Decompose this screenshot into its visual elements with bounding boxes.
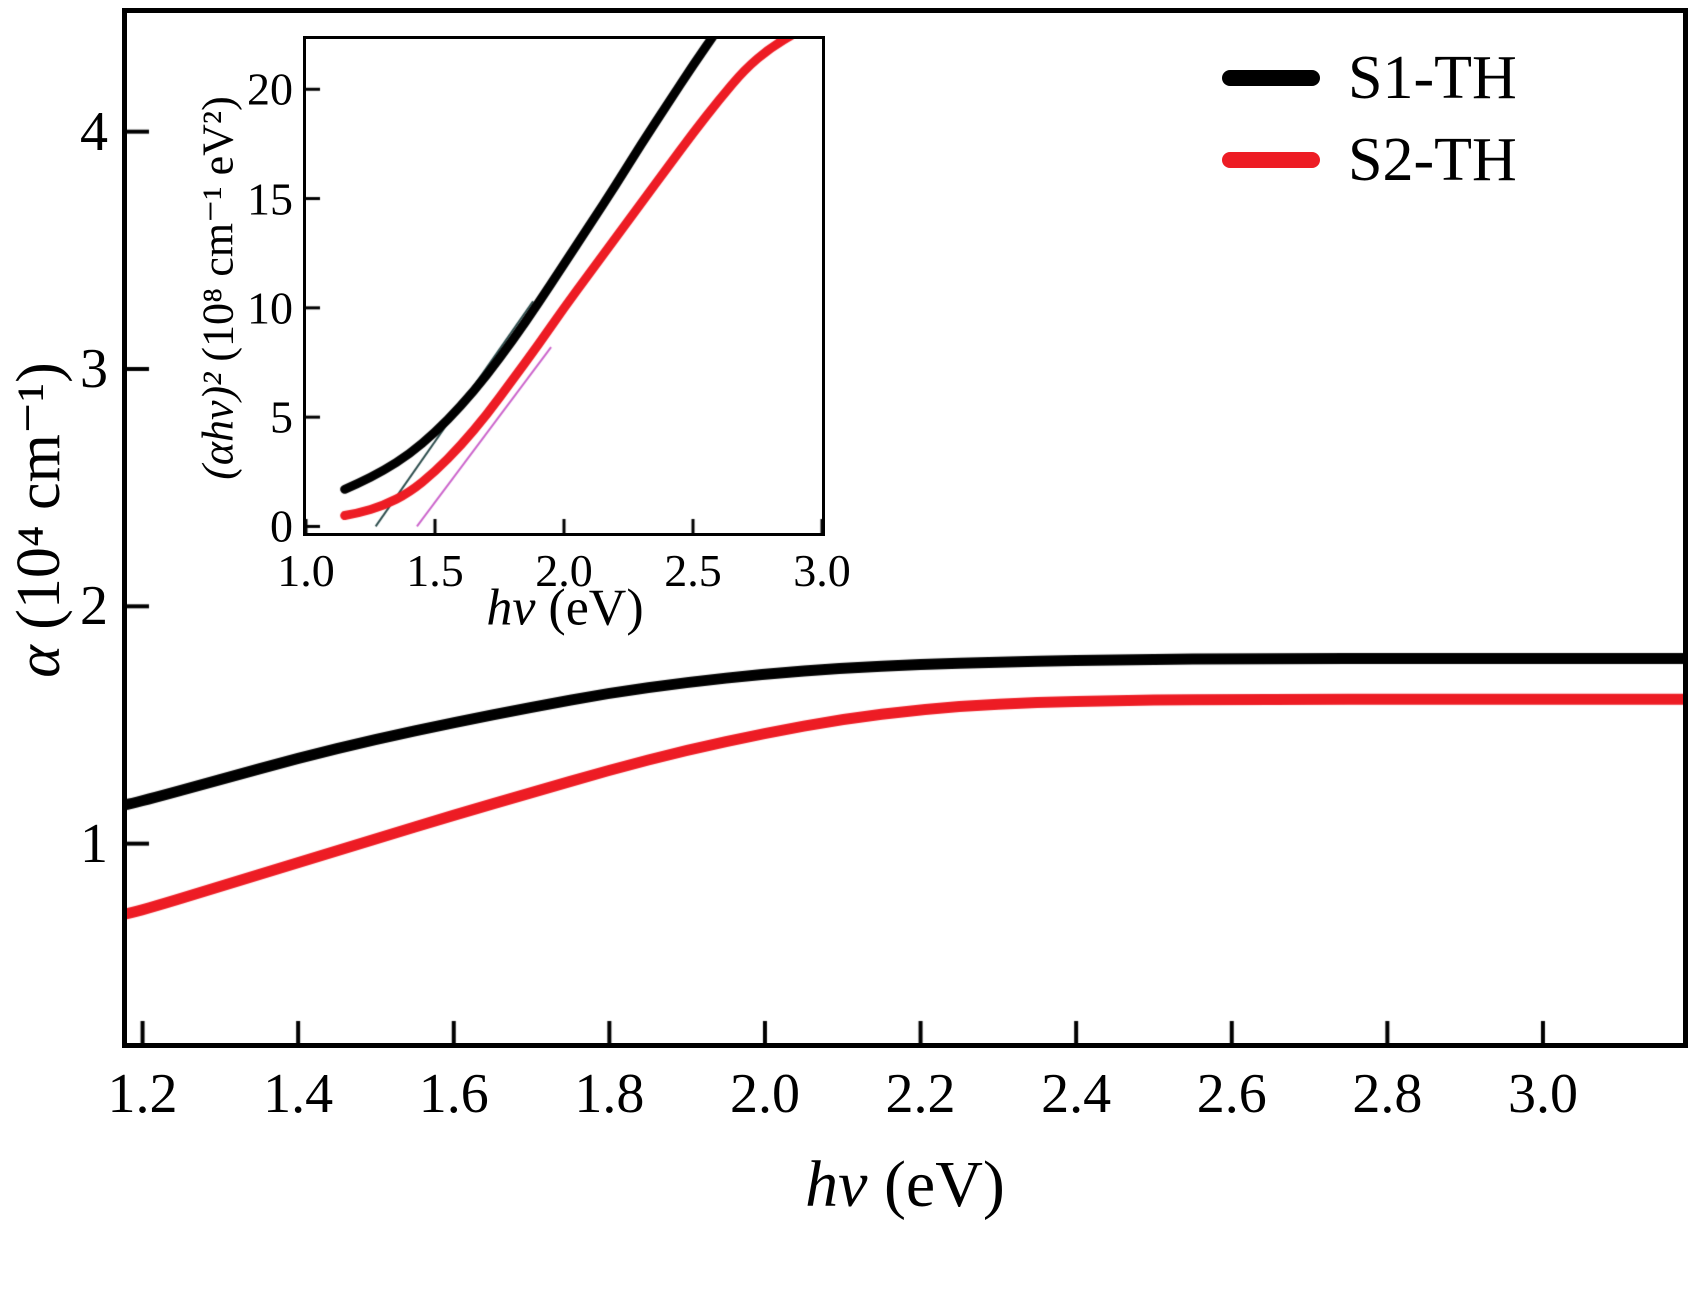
x-tick-label: 2.2: [885, 1063, 956, 1125]
x-tick-label: 2.5: [664, 545, 722, 596]
legend-label: S1-TH: [1348, 44, 1517, 112]
alpha-symbol: α: [5, 645, 73, 678]
x-tick-label: 2.8: [1352, 1063, 1423, 1125]
y-tick-label: 15: [247, 173, 293, 225]
y-tick-label: 20: [247, 63, 293, 115]
inset-y-axis-units: (10⁸ cm⁻¹ eV²): [193, 96, 243, 373]
x-tick-label: 1.2: [107, 1063, 178, 1125]
inset-chart-canvas: [306, 39, 822, 533]
inset-x-axis-units: (eV): [535, 579, 644, 637]
x-tick-label: 2.0: [535, 545, 593, 596]
y-tick-label: 1: [80, 812, 108, 875]
legend: S1-TH S2-TH: [1222, 42, 1517, 196]
main-y-axis-label: α (10⁴ cm⁻¹): [1, 362, 75, 678]
legend-line-swatch: [1222, 70, 1320, 86]
y-tick-label: 10: [247, 282, 293, 334]
x-tick-label: 1.0: [277, 545, 335, 596]
y-tick-label: 2: [80, 575, 108, 638]
legend-label: S2-TH: [1348, 126, 1517, 194]
hv-symbol: hv: [805, 1148, 868, 1221]
legend-entry: S2-TH: [1222, 124, 1517, 196]
y-tick-label: 3: [80, 337, 108, 400]
x-tick-label: 2.6: [1196, 1063, 1267, 1125]
legend-entry: S1-TH: [1222, 42, 1517, 114]
y-tick-label: 5: [270, 391, 293, 443]
x-tick-label: 3.0: [1507, 1063, 1578, 1125]
x-tick-label: 1.4: [263, 1063, 334, 1125]
x-tick-label: 1.5: [406, 545, 464, 596]
x-tick-label: 1.8: [574, 1063, 645, 1125]
x-tick-label: 2.0: [729, 1063, 800, 1125]
hv-symbol: hv: [486, 579, 536, 637]
legend-line-swatch: [1222, 152, 1320, 168]
main-y-axis-units: (10⁴ cm⁻¹): [5, 362, 73, 646]
y-tick-label: 0: [270, 500, 293, 552]
x-tick-label: 2.4: [1041, 1063, 1112, 1125]
inset-y-axis-label: (αhv)² (10⁸ cm⁻¹ eV²): [193, 96, 244, 479]
inset-plot-area: [303, 36, 825, 536]
main-x-axis-units: (eV): [867, 1148, 1005, 1221]
x-tick-label: 1.6: [418, 1063, 489, 1125]
x-tick-label: 3.0: [793, 545, 851, 596]
alpha-hv-squared-formula: (αhv)²: [193, 372, 243, 480]
y-tick-label: 4: [80, 100, 108, 163]
main-x-axis-label: hv (eV): [805, 1147, 1005, 1223]
inset-x-axis-label: hv (eV): [486, 579, 643, 638]
